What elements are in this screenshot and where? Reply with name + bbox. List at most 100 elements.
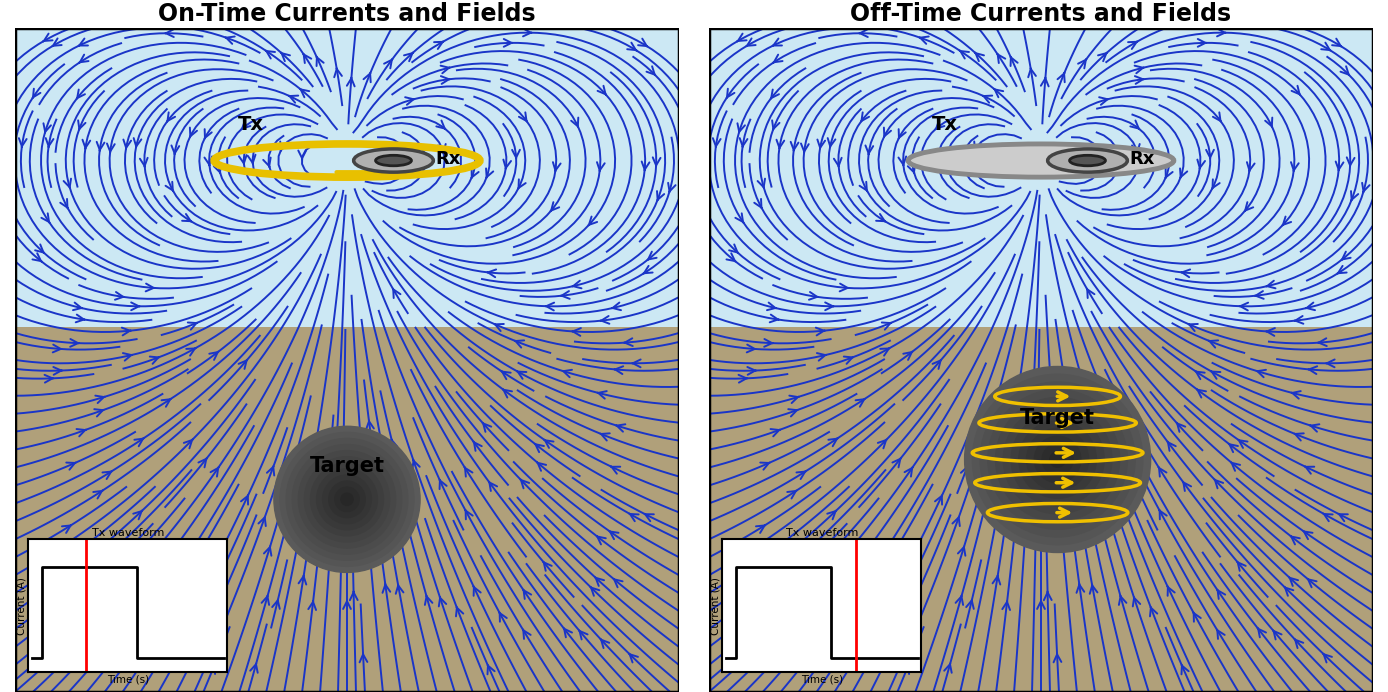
FancyArrowPatch shape [1319,338,1327,346]
FancyArrowPatch shape [1198,160,1205,169]
FancyArrowPatch shape [818,140,824,149]
FancyArrowPatch shape [736,213,744,223]
FancyArrowPatch shape [770,429,780,437]
FancyArrowPatch shape [1194,612,1201,621]
FancyArrowPatch shape [391,508,400,517]
Text: Target: Target [310,457,384,477]
FancyArrowPatch shape [1323,513,1332,521]
FancyArrowPatch shape [1077,584,1084,593]
FancyArrowPatch shape [1159,467,1166,477]
FancyArrowPatch shape [855,399,865,407]
FancyArrowPatch shape [601,316,609,324]
FancyArrowPatch shape [933,360,941,369]
FancyArrowPatch shape [146,284,154,291]
FancyArrowPatch shape [1037,601,1045,609]
FancyArrowPatch shape [208,664,215,674]
FancyArrowPatch shape [182,214,192,221]
FancyArrowPatch shape [1238,439,1248,448]
FancyArrowPatch shape [124,140,130,149]
FancyArrowPatch shape [898,129,906,138]
FancyArrowPatch shape [1181,269,1190,277]
FancyArrowPatch shape [1198,39,1206,47]
FancyArrowPatch shape [579,630,587,639]
Title: On-Time Currents and Fields: On-Time Currents and Fields [158,2,536,26]
FancyArrowPatch shape [904,610,911,619]
FancyArrowPatch shape [440,66,450,73]
FancyArrowPatch shape [747,345,755,352]
FancyArrowPatch shape [572,328,582,336]
FancyArrowPatch shape [89,627,97,636]
Circle shape [1049,452,1066,467]
FancyArrowPatch shape [19,138,26,147]
FancyArrowPatch shape [1362,183,1370,192]
FancyArrowPatch shape [500,612,507,621]
FancyArrowPatch shape [936,120,944,129]
FancyArrowPatch shape [42,213,50,223]
FancyArrowPatch shape [877,439,887,448]
FancyArrowPatch shape [35,244,44,253]
FancyArrowPatch shape [486,168,493,178]
FancyArrowPatch shape [210,352,218,360]
FancyArrowPatch shape [1029,68,1035,78]
FancyArrowPatch shape [809,292,818,300]
FancyArrowPatch shape [783,627,791,636]
FancyArrowPatch shape [494,324,504,331]
FancyArrowPatch shape [261,596,269,605]
FancyArrowPatch shape [1217,28,1226,37]
FancyArrowPatch shape [859,29,868,37]
FancyArrowPatch shape [595,577,604,586]
FancyArrowPatch shape [936,495,942,504]
FancyArrowPatch shape [310,446,318,455]
FancyArrowPatch shape [773,55,783,63]
FancyArrowPatch shape [543,562,551,571]
Circle shape [341,493,353,505]
FancyArrowPatch shape [537,462,545,471]
FancyArrowPatch shape [737,123,745,133]
FancyArrowPatch shape [242,120,250,129]
FancyArrowPatch shape [1273,630,1281,639]
FancyArrowPatch shape [264,158,271,167]
Polygon shape [709,28,1373,327]
FancyArrowPatch shape [958,158,965,167]
FancyArrowPatch shape [280,53,290,61]
Circle shape [316,469,378,530]
FancyArrowPatch shape [544,439,554,448]
Circle shape [286,439,408,561]
FancyArrowPatch shape [364,73,371,82]
FancyArrowPatch shape [94,587,104,596]
FancyArrowPatch shape [905,467,913,477]
FancyArrowPatch shape [1337,266,1346,273]
FancyArrowPatch shape [787,491,797,498]
FancyArrowPatch shape [840,284,848,291]
FancyArrowPatch shape [135,438,144,446]
FancyArrowPatch shape [103,471,112,479]
FancyArrowPatch shape [239,360,247,369]
Text: Tx: Tx [239,115,264,134]
FancyArrowPatch shape [844,356,854,364]
FancyArrowPatch shape [1151,607,1158,617]
FancyArrowPatch shape [483,423,491,432]
FancyArrowPatch shape [1266,281,1276,289]
FancyArrowPatch shape [1117,158,1124,167]
FancyArrowPatch shape [343,601,351,609]
FancyArrowPatch shape [210,610,217,619]
FancyArrowPatch shape [652,157,661,166]
FancyArrowPatch shape [465,510,473,519]
FancyArrowPatch shape [501,371,511,379]
FancyArrowPatch shape [668,183,676,192]
FancyArrowPatch shape [520,480,529,489]
Ellipse shape [354,149,433,172]
FancyArrowPatch shape [487,665,494,674]
FancyArrowPatch shape [861,112,869,122]
FancyArrowPatch shape [788,587,798,596]
FancyArrowPatch shape [390,439,397,448]
FancyArrowPatch shape [625,338,633,346]
FancyArrowPatch shape [1085,508,1094,517]
FancyArrowPatch shape [1056,495,1063,504]
FancyArrowPatch shape [1239,302,1248,311]
FancyArrowPatch shape [827,138,836,147]
FancyArrowPatch shape [597,536,605,545]
FancyArrowPatch shape [165,596,174,605]
FancyArrowPatch shape [1087,289,1095,298]
FancyArrowPatch shape [1119,596,1127,605]
